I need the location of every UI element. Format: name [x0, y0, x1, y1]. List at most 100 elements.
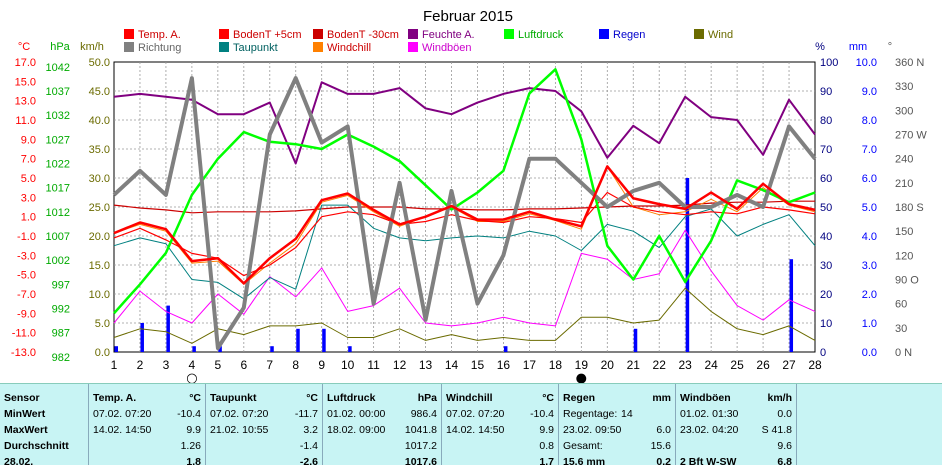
humidity-axis-tick: 80: [820, 115, 832, 127]
axis-unit: hPa: [50, 41, 70, 53]
rain-bar: [633, 328, 638, 352]
direction-axis-tick: 60: [895, 299, 907, 311]
stats-value: 9.9: [539, 424, 554, 436]
wind-axis-tick: 25.0: [89, 202, 110, 214]
axis-unit-headers: °C hPa km/h% mm °: [18, 41, 892, 53]
stats-row-label: MinWert: [4, 408, 46, 420]
temp-axis-tick: -5.0: [17, 270, 36, 282]
stats-time: 23.02. 09:50: [563, 424, 622, 436]
day-markers: ○ ●: [186, 371, 587, 383]
temp-axis-tick: 5.0: [21, 173, 36, 185]
rain-bar: [322, 328, 326, 352]
x-tick-label: 15: [471, 358, 485, 372]
x-tick-label: 19: [575, 358, 589, 372]
pressure-axis-tick: 1012: [46, 207, 70, 219]
series-line-bodent-30cm: [113, 200, 815, 214]
wind-axis-tick: 45.0: [89, 86, 110, 98]
x-tick-label: 18: [549, 358, 563, 372]
stats-unit: °C: [542, 392, 554, 404]
pressure-axis-tick: 982: [52, 352, 70, 364]
stats-unit: km/h: [767, 392, 792, 404]
stats-header: Windböen: [680, 392, 731, 404]
wind-axis-tick: 10.0: [89, 289, 110, 301]
legend-label: Windböen: [422, 42, 472, 54]
wind-axis-tick: 40.0: [89, 115, 110, 127]
stats-value: 3.2: [303, 424, 318, 436]
rain-bar: [166, 305, 170, 352]
stats-header: Windchill: [446, 392, 493, 404]
stats-unit: hPa: [417, 392, 437, 404]
stats-header: Temp. A.: [93, 392, 137, 404]
humidity-axis-tick: 90: [820, 86, 832, 98]
pressure-axis-tick: 1007: [46, 231, 70, 243]
humidity-axis-tick: 70: [820, 144, 832, 156]
stats-value: 1017.2: [404, 440, 437, 452]
direction-axis-tick: 300: [895, 105, 913, 117]
pressure-axis-tick: 987: [52, 328, 70, 340]
stats-label: Gesamt:: [563, 440, 603, 452]
left-axes: 17.0 15.0 13.0 11.0 9.0 7.0 5.0 3.0 1.0 -1.0 -3.0 -…: [11, 57, 110, 364]
temp-axis-tick: 17.0: [15, 57, 36, 69]
stats-value: 15.6: [650, 440, 671, 452]
temp-axis-tick: 13.0: [15, 96, 36, 108]
legend-swatch: [599, 29, 609, 39]
pressure-axis-tick: 1032: [46, 110, 70, 122]
stats-time: 01.02. 01:30: [680, 408, 739, 420]
stats-row-label: MaxWert: [4, 424, 48, 436]
wind-axis-tick: 5.0: [95, 318, 110, 330]
stats-time: 23.02. 04:20: [680, 424, 739, 436]
stats-col-pressure: Luftdruck hPa 01.02. 00:00 986.4 18.02. 09…: [323, 384, 442, 468]
humidity-axis-tick: 20: [820, 289, 832, 301]
stats-header: Taupunkt: [210, 392, 257, 404]
series-line-windb-en: [113, 229, 816, 327]
temp-axis-tick: 1.0: [21, 212, 36, 224]
rain-axis-tick: 1.0: [862, 318, 877, 330]
legend-swatch: [124, 42, 134, 52]
x-tick-label: 10: [341, 358, 355, 372]
x-tick-label: 8: [292, 358, 299, 372]
temp-axis-tick: -7.0: [17, 289, 36, 301]
stats-value: -2.6: [299, 456, 318, 468]
pressure-axis-tick: 1027: [46, 134, 70, 146]
weather-chart: Februar 2015 Temp. A. BodenT +5cm BodenT -…: [11, 8, 927, 383]
stats-row-label: Durchschnitt: [4, 440, 69, 452]
rain-bar: [296, 328, 300, 352]
temp-axis-tick: -13.0: [11, 347, 36, 359]
rain-axis-tick: 3.0: [862, 260, 877, 272]
legend-label: BodenT -30cm: [327, 29, 399, 41]
axis-unit: °C: [18, 41, 30, 53]
direction-axis-tick: 240: [895, 154, 913, 166]
wind-axis-tick: 50.0: [89, 57, 110, 69]
x-tick-label: 12: [393, 358, 407, 372]
stats-unit: °C: [189, 392, 201, 404]
x-tick-label: 6: [240, 358, 247, 372]
legend-label: BodenT +5cm: [233, 29, 302, 41]
series-line-luftdruck: [113, 68, 816, 315]
direction-axis-tick: 360 N: [895, 57, 924, 69]
chart-title: Februar 2015: [423, 8, 513, 25]
stats-label: 2 Bft W-SW: [680, 456, 737, 468]
rain-bar: [218, 346, 222, 352]
rain-axis-tick: 0.0: [862, 347, 877, 359]
stats-value: 1.8: [186, 456, 201, 468]
stats-time: 14.02. 14:50: [446, 424, 505, 436]
legend-swatch: [124, 29, 134, 39]
stats-value: 986.4: [410, 408, 437, 420]
day-marker: ○: [186, 371, 197, 383]
rain-bar: [503, 346, 508, 352]
x-tick-label: 14: [445, 358, 459, 372]
rain-axis-tick: 2.0: [862, 289, 877, 301]
pressure-axis-tick: 997: [52, 279, 70, 291]
legend-label: Luftdruck: [518, 29, 564, 41]
stats-time: 21.02. 10:55: [210, 424, 269, 436]
stats-value: -10.4: [177, 408, 201, 420]
stats-value: 6.8: [777, 456, 792, 468]
legend-label: Feuchte A.: [422, 29, 475, 41]
legend: Temp. A. BodenT +5cm BodenT -30cm Feuchte A…: [124, 29, 733, 54]
legend-swatch: [694, 29, 704, 39]
x-tick-label: 24: [704, 358, 718, 372]
direction-axis-tick: 330: [895, 81, 913, 93]
stats-value: -10.4: [530, 408, 554, 420]
rain-axis-tick: 8.0: [862, 115, 877, 127]
stats-value: 1.7: [539, 456, 554, 468]
